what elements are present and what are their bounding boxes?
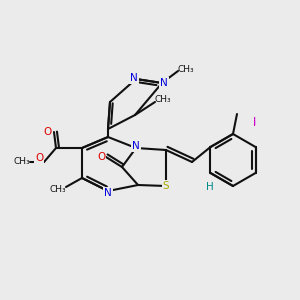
Text: N: N xyxy=(130,73,138,83)
Text: O: O xyxy=(35,153,43,163)
Text: S: S xyxy=(163,181,169,191)
Text: CH₃: CH₃ xyxy=(50,185,66,194)
Text: CH₃: CH₃ xyxy=(178,64,194,74)
Text: i: i xyxy=(254,118,256,128)
Text: CH₃: CH₃ xyxy=(14,158,30,166)
Text: I: I xyxy=(254,117,256,127)
Text: O: O xyxy=(97,152,105,162)
Text: CH₃: CH₃ xyxy=(155,95,171,104)
Text: O: O xyxy=(44,127,52,137)
Text: N: N xyxy=(160,78,168,88)
Text: N: N xyxy=(132,141,140,151)
Text: H: H xyxy=(206,182,214,192)
Text: N: N xyxy=(104,188,112,198)
